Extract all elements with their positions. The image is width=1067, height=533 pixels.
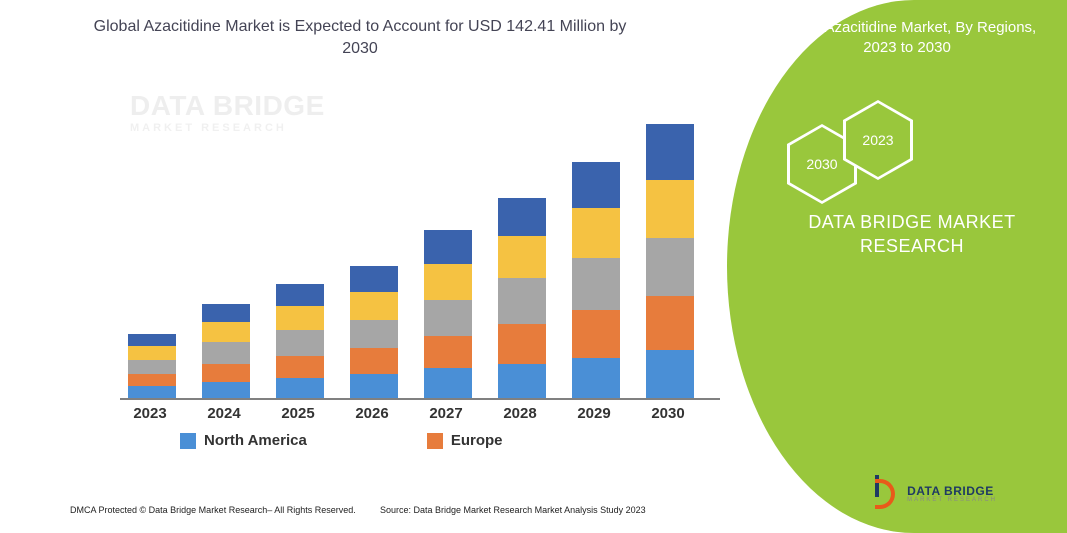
logo-text: DATA BRIDGE MARKET RESEARCH bbox=[907, 485, 997, 503]
bar-seg bbox=[646, 296, 694, 350]
logo-mark-icon bbox=[869, 479, 899, 509]
bar-seg bbox=[498, 236, 546, 278]
bar-2030 bbox=[646, 124, 694, 398]
bar-seg bbox=[350, 348, 398, 374]
bar-seg bbox=[202, 342, 250, 364]
bar-seg bbox=[202, 364, 250, 382]
bar-seg bbox=[276, 356, 324, 378]
footer-dmca: DMCA Protected © Data Bridge Market Rese… bbox=[70, 505, 356, 515]
bar-seg bbox=[424, 300, 472, 336]
bar-seg bbox=[572, 258, 620, 310]
bar-seg bbox=[646, 180, 694, 238]
logo-line1: DATA BRIDGE bbox=[907, 485, 997, 497]
bar-seg bbox=[202, 382, 250, 398]
bar-seg bbox=[350, 374, 398, 398]
panel-brand: DATA BRIDGE MARKET RESEARCH bbox=[787, 210, 1037, 259]
bar-seg bbox=[424, 230, 472, 264]
bar-seg bbox=[276, 306, 324, 330]
bar-2027 bbox=[424, 230, 472, 398]
xlabel: 2030 bbox=[638, 405, 698, 422]
bar-seg bbox=[128, 374, 176, 386]
plot-region bbox=[120, 100, 720, 400]
legend-label-na: North America bbox=[204, 432, 307, 449]
x-axis-labels: 2023 2024 2025 2026 2027 2028 2029 2030 bbox=[120, 405, 720, 427]
logo: DATA BRIDGE MARKET RESEARCH bbox=[869, 479, 997, 509]
legend-item-na: North America bbox=[180, 432, 307, 449]
xlabel: 2029 bbox=[564, 405, 624, 422]
xlabel: 2027 bbox=[416, 405, 476, 422]
bar-seg bbox=[350, 266, 398, 292]
legend-swatch-eu bbox=[427, 433, 443, 449]
bar-seg bbox=[572, 310, 620, 358]
footer-source: Source: Data Bridge Market Research Mark… bbox=[380, 505, 646, 515]
bar-seg bbox=[424, 336, 472, 368]
bar-2026 bbox=[350, 266, 398, 398]
bar-seg bbox=[424, 264, 472, 300]
bar-seg bbox=[572, 358, 620, 398]
bar-2029 bbox=[572, 162, 620, 398]
bar-seg bbox=[128, 334, 176, 346]
bar-2023 bbox=[128, 334, 176, 398]
green-panel: Global Azacitidine Market, By Regions, 2… bbox=[727, 0, 1067, 533]
bar-2024 bbox=[202, 304, 250, 398]
panel-title: Global Azacitidine Market, By Regions, 2… bbox=[777, 18, 1037, 59]
legend: North America Europe bbox=[180, 432, 660, 449]
bar-seg bbox=[202, 322, 250, 342]
legend-label-eu: Europe bbox=[451, 432, 503, 449]
bar-seg bbox=[202, 304, 250, 322]
chart-area bbox=[120, 100, 720, 400]
chart-title: Global Azacitidine Market is Expected to… bbox=[80, 16, 640, 59]
legend-item-eu: Europe bbox=[427, 432, 503, 449]
bar-seg bbox=[350, 292, 398, 320]
bar-seg bbox=[646, 238, 694, 296]
bar-seg bbox=[572, 162, 620, 208]
bar-seg bbox=[572, 208, 620, 258]
bar-seg bbox=[498, 364, 546, 398]
logo-line2: MARKET RESEARCH bbox=[907, 497, 997, 503]
bar-seg bbox=[498, 324, 546, 364]
bar-seg bbox=[128, 346, 176, 360]
bar-seg bbox=[646, 124, 694, 180]
xlabel: 2025 bbox=[268, 405, 328, 422]
bar-seg bbox=[128, 386, 176, 398]
xlabel: 2024 bbox=[194, 405, 254, 422]
bar-seg bbox=[498, 278, 546, 324]
xlabel: 2028 bbox=[490, 405, 550, 422]
bar-seg bbox=[350, 320, 398, 348]
bar-seg bbox=[424, 368, 472, 398]
bar-seg bbox=[276, 330, 324, 356]
bar-seg bbox=[498, 198, 546, 236]
bar-2025 bbox=[276, 284, 324, 398]
bar-2028 bbox=[498, 198, 546, 398]
canvas: Global Azacitidine Market is Expected to… bbox=[0, 0, 1067, 533]
bar-seg bbox=[276, 378, 324, 398]
xlabel: 2023 bbox=[120, 405, 180, 422]
legend-swatch-na bbox=[180, 433, 196, 449]
bar-seg bbox=[646, 350, 694, 398]
xlabel: 2026 bbox=[342, 405, 402, 422]
bar-seg bbox=[128, 360, 176, 374]
bar-seg bbox=[276, 284, 324, 306]
